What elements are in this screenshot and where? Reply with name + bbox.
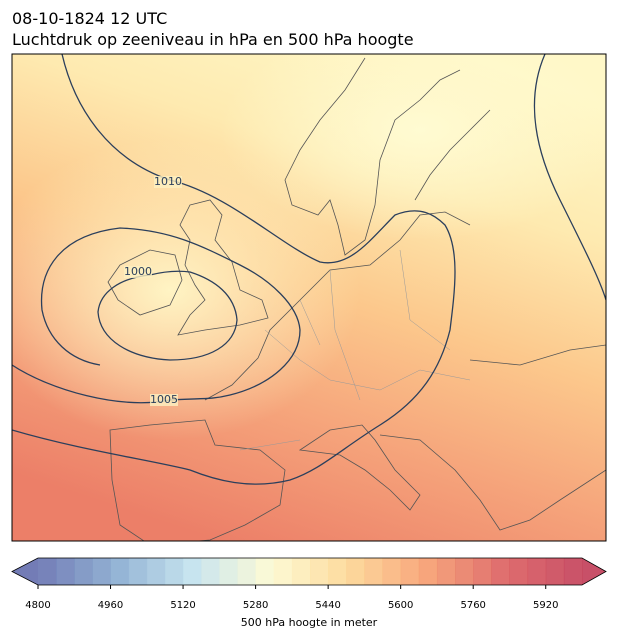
colorbar-box bbox=[219, 558, 238, 585]
colorbar: 4800 4960 5120 5280 5440 5600 5760 5920 500 hPa … bbox=[11, 557, 607, 629]
isobar-label: 1010 bbox=[154, 175, 182, 188]
colorbar-box bbox=[183, 558, 202, 585]
colorbar-box bbox=[273, 558, 293, 585]
subtitle: Luchtdruk op zeeniveau in hPa en 500 hPa… bbox=[12, 30, 414, 49]
colorbar-box bbox=[473, 558, 492, 585]
colorbar-box bbox=[38, 558, 57, 585]
colorbar-box bbox=[237, 558, 257, 585]
colorbar-box bbox=[56, 558, 75, 585]
colorbar-box bbox=[201, 558, 220, 585]
colorbar-box bbox=[509, 558, 529, 585]
title: 08-10-1824 12 UTC bbox=[12, 9, 167, 28]
colorbar-box bbox=[92, 558, 112, 585]
isobar-label-bg bbox=[154, 176, 182, 188]
colorbar-box bbox=[128, 558, 148, 585]
isobar-label: 1000 bbox=[124, 265, 152, 278]
map-frame bbox=[11, 53, 607, 542]
colorbar-box bbox=[436, 558, 456, 585]
colorbar-box bbox=[346, 558, 365, 585]
colorbar-tick-label: 5280 bbox=[243, 600, 268, 611]
colorbar-tick-label: 5760 bbox=[460, 600, 485, 611]
colorbar-tick-label: 5120 bbox=[170, 600, 195, 611]
map: 1010 1000 1005 bbox=[12, 54, 606, 541]
colorbar-box bbox=[545, 558, 565, 585]
colorbar-box bbox=[418, 558, 438, 585]
colorbar-box bbox=[255, 558, 275, 585]
colorbar-tick-label: 5920 bbox=[533, 600, 558, 611]
colorbar-box bbox=[364, 558, 384, 585]
isobar-label-bg bbox=[124, 266, 152, 278]
colorbar-box bbox=[110, 558, 130, 585]
colorbar-box bbox=[563, 558, 583, 585]
colorbar-tick-label: 5440 bbox=[315, 600, 340, 611]
colorbar-box bbox=[291, 558, 311, 585]
colorbar-box bbox=[310, 558, 329, 585]
colorbar-box bbox=[491, 558, 510, 585]
colorbar-tick-label: 4960 bbox=[98, 600, 123, 611]
isobar-label-bg bbox=[150, 394, 178, 406]
colorbar-box bbox=[328, 558, 347, 585]
colorbar-outline bbox=[11, 557, 607, 586]
colorbar-box bbox=[382, 558, 402, 585]
colorbar-extend-low bbox=[12, 558, 38, 585]
colorbar-extend-high bbox=[582, 558, 606, 585]
colorbar-box bbox=[146, 558, 166, 585]
isobar-label: 1005 bbox=[150, 393, 178, 406]
colorbar-tick-label: 5600 bbox=[388, 600, 413, 611]
colorbar-box bbox=[455, 558, 474, 585]
colorbar-box bbox=[74, 558, 93, 585]
colorbar-box bbox=[400, 558, 420, 585]
colorbar-box bbox=[527, 558, 547, 585]
colorbar-label: 500 hPa hoogte in meter bbox=[241, 616, 378, 629]
colorbar-box bbox=[164, 558, 184, 585]
colorbar-tick-label: 4800 bbox=[25, 600, 50, 611]
